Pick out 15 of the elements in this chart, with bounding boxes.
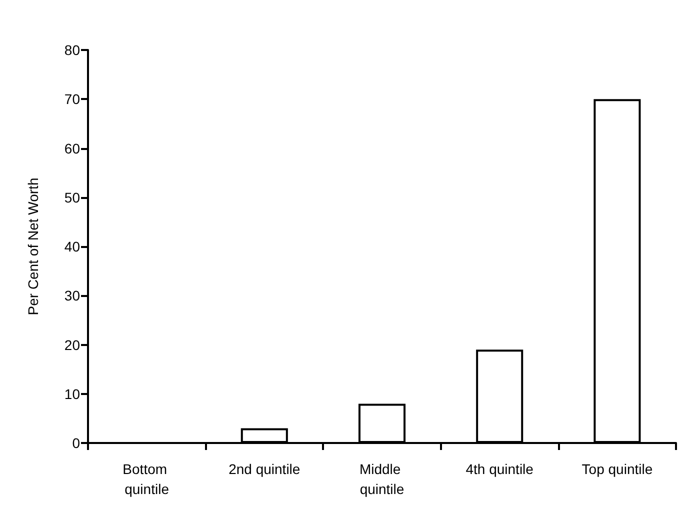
x-tick-label: Top quintile bbox=[582, 461, 653, 477]
x-tick-label: Bottom quintile bbox=[122, 461, 171, 497]
y-tick-label: 60 bbox=[64, 140, 80, 156]
y-tick-label: 40 bbox=[64, 238, 80, 254]
x-tick-label: 4th quintile bbox=[466, 461, 534, 477]
y-tick-label: 0 bbox=[72, 435, 80, 451]
y-tick-label: 10 bbox=[64, 386, 80, 402]
y-tick-label: 80 bbox=[64, 42, 80, 58]
y-tick-label: 70 bbox=[64, 91, 80, 108]
x-tick-label: 2nd quintile bbox=[228, 461, 300, 477]
y-axis-title: Per Cent of Net Worth bbox=[25, 178, 41, 316]
y-tick-label: 50 bbox=[64, 189, 80, 206]
y-tick-label: 30 bbox=[64, 288, 80, 304]
x-tick-label: Middle quintile bbox=[359, 461, 405, 497]
y-tick-label: 20 bbox=[64, 336, 80, 353]
